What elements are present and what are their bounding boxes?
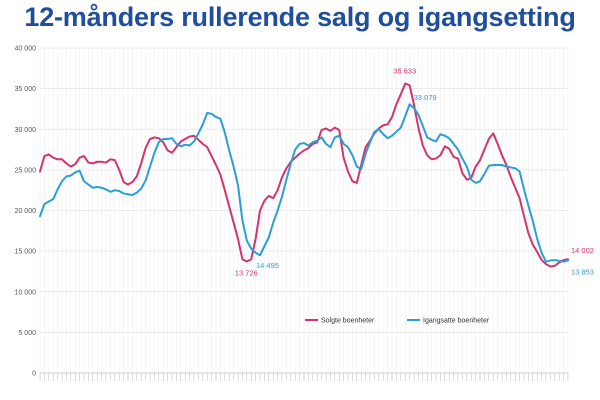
data-label: 35 633 bbox=[393, 66, 416, 75]
chart-title: 12-månders rullerende salg og igangsetti… bbox=[24, 2, 576, 32]
y-tick-label: 40 000 bbox=[15, 46, 37, 53]
y-tick-label: 25 000 bbox=[15, 167, 37, 174]
data-label: 33 079 bbox=[414, 93, 437, 102]
legend: Solgte boenheter Igangsatte boenheter bbox=[305, 318, 490, 325]
data-label: 13 726 bbox=[235, 268, 258, 277]
series-layer bbox=[39, 82, 569, 268]
x-axis-ticks bbox=[39, 373, 569, 381]
legend-label-solgte: Solgte boenheter bbox=[321, 318, 375, 325]
y-tick-label: 15 000 bbox=[15, 249, 37, 256]
y-axis-ticks: 0 5 000 10 000 15 000 20 000 25 000 30 000 35 0… bbox=[15, 46, 37, 378]
y-tick-label: 0 bbox=[32, 371, 36, 378]
grid-layer bbox=[39, 47, 569, 374]
y-tick-label: 20 000 bbox=[15, 208, 37, 215]
data-label: 13 853 bbox=[571, 267, 594, 276]
y-tick-label: 5 000 bbox=[18, 330, 36, 337]
legend-label-igangsatte: Igangsatte boenheter bbox=[423, 318, 490, 325]
y-tick-label: 30 000 bbox=[15, 127, 37, 134]
y-tick-label: 10 000 bbox=[15, 289, 37, 296]
series-line-1 bbox=[39, 103, 569, 263]
y-tick-label: 35 000 bbox=[15, 86, 37, 93]
series-line-0 bbox=[39, 82, 569, 268]
data-label: 14 495 bbox=[256, 261, 279, 270]
data-label: 14 002 bbox=[571, 246, 594, 255]
